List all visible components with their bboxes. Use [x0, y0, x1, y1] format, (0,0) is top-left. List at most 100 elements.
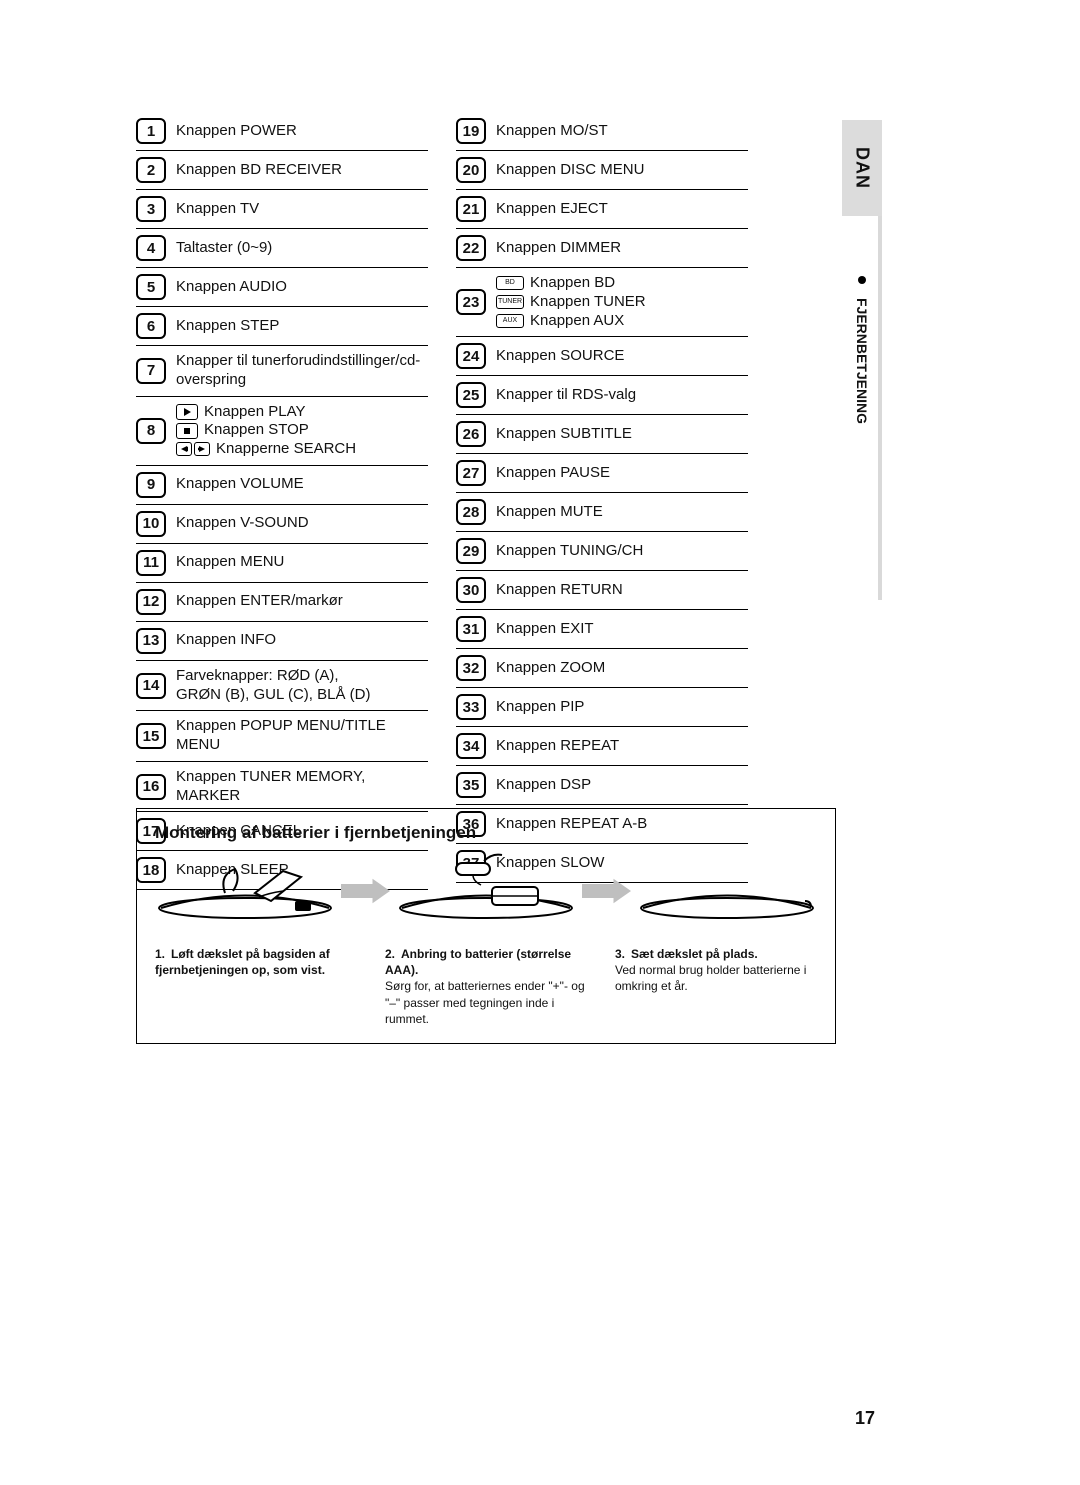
row-label: Knappen DISC MENU	[496, 161, 644, 180]
table-row: 14Farveknapper: RØD (A),GRØN (B), GUL (C…	[136, 661, 428, 712]
row-label: Knappen V-SOUND	[176, 514, 309, 533]
step-body: Ved normal brug holder batterierne i omk…	[615, 962, 817, 994]
table-row: 12 Knappen ENTER/markør	[136, 583, 428, 622]
table-row: 21Knappen EJECT	[456, 190, 748, 229]
row-number-badge: 22	[456, 235, 486, 261]
table-row: 30Knappen RETURN	[456, 571, 748, 610]
row-label-line: Knappen MENU	[176, 553, 284, 572]
row-number-badge: 30	[456, 577, 486, 603]
row-number-badge: 25	[456, 382, 486, 408]
row-number-badge: 4	[136, 235, 166, 261]
right-column: 19Knappen MO/ST20Knappen DISC MENU21Knap…	[456, 112, 748, 890]
row-subline-text: Knappen TUNER	[530, 293, 646, 312]
row-label-line: Knappen SUBTITLE	[496, 425, 632, 444]
row-number-badge: 7	[136, 358, 166, 384]
row-label-line: Knappen ENTER/markør	[176, 592, 343, 611]
row-number-badge: 33	[456, 694, 486, 720]
row-label-line: Knappen MO/ST	[496, 122, 608, 141]
table-row: 33 Knappen PIP	[456, 688, 748, 727]
row-number-badge: 5	[136, 274, 166, 300]
row-label-line: Knappen EXIT	[496, 620, 594, 639]
row-number-badge: 28	[456, 499, 486, 525]
row-label-line: Knappen PAUSE	[496, 464, 610, 483]
row-label: Knappen EXIT	[496, 620, 594, 639]
row-label-line: Knappen TV	[176, 200, 259, 219]
table-row: 24Knappen SOURCE	[456, 337, 748, 376]
battery-steps: 1.Løft dækslet på bagsiden af fjernbetje…	[155, 946, 817, 1027]
row-number-badge: 11	[136, 550, 166, 576]
row-label-line: Knappen POWER	[176, 122, 297, 141]
table-row: 11 Knappen MENU	[136, 544, 428, 583]
section-dot-icon	[858, 276, 866, 284]
row-number-badge: 27	[456, 460, 486, 486]
row-number-badge: 32	[456, 655, 486, 681]
section-tab-label: FJERNBETJENING	[854, 298, 870, 424]
table-row: 4Taltaster (0~9)	[136, 229, 428, 268]
row-number-badge: 29	[456, 538, 486, 564]
row-label-line: Knappen TUNING/CH	[496, 542, 643, 561]
table-row: 8Knappen PLAYKnappen STOPKnapperne SEARC…	[136, 397, 428, 466]
row-label: Knappen SUBTITLE	[496, 425, 632, 444]
battery-fig-3	[637, 853, 817, 928]
row-label-line: Knapper til tunerforudindstillinger/cd-o…	[176, 352, 428, 390]
row-label: Knappen PLAYKnappen STOPKnapperne SEARCH	[176, 403, 356, 459]
row-label: Knappen MO/ST	[496, 122, 608, 141]
row-subline: Knapperne SEARCH	[176, 440, 356, 459]
row-label-line: Knappen STEP	[176, 317, 279, 336]
search-icon	[176, 442, 210, 456]
page-number: 17	[855, 1408, 875, 1429]
table-row: 2Knappen BD RECEIVER	[136, 151, 428, 190]
table-row: 35Knappen DSP	[456, 766, 748, 805]
table-row: 15Knappen POPUP MENU/TITLE MENU	[136, 711, 428, 762]
table-row: 23BDKnappen BDTUNERKnappen TUNERAUXKnapp…	[456, 268, 748, 337]
row-label-line: Knappen V-SOUND	[176, 514, 309, 533]
step-head: Sæt dækslet på plads.	[631, 947, 758, 961]
table-row: 1Knappen POWER	[136, 112, 428, 151]
row-label-line: Knappen SOURCE	[496, 347, 624, 366]
row-subline-text: Knappen AUX	[530, 312, 624, 331]
battery-fig-1	[155, 853, 335, 928]
row-label-line: Knappen TUNER MEMORY, MARKER	[176, 768, 428, 806]
row-subline-text: Knappen PLAY	[204, 403, 305, 422]
arrow-icon	[582, 877, 631, 905]
table-row: 25 Knapper til RDS-valg	[456, 376, 748, 415]
row-subline: TUNER Knappen TUNER	[496, 293, 646, 312]
table-row: 26Knappen SUBTITLE	[456, 415, 748, 454]
row-label: Knappen DSP	[496, 776, 591, 795]
row-label: Knapper til RDS-valg	[496, 386, 636, 405]
row-label-line: Knappen BD RECEIVER	[176, 161, 342, 180]
row-label: Knappen INFO	[176, 631, 276, 650]
row-subline-text: Knapperne SEARCH	[216, 440, 356, 459]
step-number: 3.	[615, 947, 625, 961]
row-label: Knappen TUNER MEMORY, MARKER	[176, 768, 428, 806]
table-row: 16Knappen TUNER MEMORY, MARKER	[136, 762, 428, 813]
table-row: 22 Knappen DIMMER	[456, 229, 748, 268]
step-number: 1.	[155, 947, 165, 961]
battery-install-box: Montering af batterier i fjernbetjeninge…	[136, 808, 836, 1044]
battery-fig-2	[396, 853, 576, 928]
arrow-icon	[341, 877, 390, 905]
row-number-badge: 21	[456, 196, 486, 222]
row-label: Knappen MUTE	[496, 503, 603, 522]
row-label: Knappen PAUSE	[496, 464, 610, 483]
row-label-line: Knappen ZOOM	[496, 659, 605, 678]
stop-icon	[176, 423, 198, 439]
table-row: 27 Knappen PAUSE	[456, 454, 748, 493]
tuner-icon: TUNER	[496, 295, 524, 309]
row-label-line: Knappen DIMMER	[496, 239, 621, 258]
row-number-badge: 3	[136, 196, 166, 222]
row-number-badge: 34	[456, 733, 486, 759]
step-head: Løft dækslet på bagsiden af fjernbetjeni…	[155, 947, 330, 977]
table-row: 6Knappen STEP	[136, 307, 428, 346]
table-row: 5Knappen AUDIO	[136, 268, 428, 307]
battery-figures	[155, 853, 817, 928]
row-label: Knappen ENTER/markør	[176, 592, 343, 611]
row-label-line: Knappen DISC MENU	[496, 161, 644, 180]
row-label: Farveknapper: RØD (A),GRØN (B), GUL (C),…	[176, 667, 370, 705]
row-number-badge: 12	[136, 589, 166, 615]
play-icon	[176, 404, 198, 420]
row-label: Knappen PIP	[496, 698, 584, 717]
step-body: Sørg for, at batteriernes ender "+"- og …	[385, 978, 587, 1027]
row-label-line: Knappen PIP	[496, 698, 584, 717]
language-tab: DAN	[842, 120, 882, 216]
